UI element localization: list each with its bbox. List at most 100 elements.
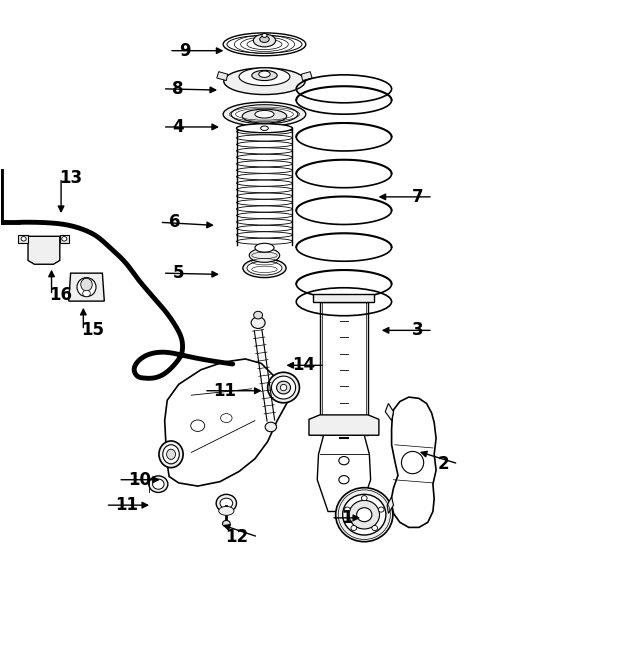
Ellipse shape [222,520,230,527]
Ellipse shape [236,128,292,135]
Polygon shape [60,235,69,242]
Ellipse shape [236,238,292,244]
Ellipse shape [159,441,183,468]
Polygon shape [387,497,394,513]
Ellipse shape [236,213,292,218]
Text: 13: 13 [59,169,82,187]
Ellipse shape [236,193,292,199]
Ellipse shape [372,526,378,531]
Ellipse shape [236,174,292,179]
Ellipse shape [236,148,292,154]
Text: 2: 2 [437,455,449,473]
Ellipse shape [220,498,233,508]
Ellipse shape [62,237,67,241]
Ellipse shape [236,135,292,141]
Ellipse shape [254,311,262,319]
Text: 10: 10 [128,470,151,489]
Ellipse shape [167,449,175,459]
Ellipse shape [339,476,349,484]
Ellipse shape [223,33,306,56]
Ellipse shape [378,507,384,512]
Ellipse shape [252,71,277,80]
Ellipse shape [149,476,168,492]
Text: 3: 3 [412,321,424,340]
Ellipse shape [236,187,292,192]
Text: 6: 6 [169,213,181,231]
Polygon shape [301,72,312,80]
Ellipse shape [345,507,350,512]
Ellipse shape [21,237,26,241]
Ellipse shape [216,494,236,512]
Ellipse shape [336,488,393,542]
Text: 11: 11 [213,382,236,400]
Ellipse shape [247,261,282,275]
Ellipse shape [231,105,298,124]
Ellipse shape [339,457,349,465]
Ellipse shape [236,206,292,212]
Polygon shape [309,415,379,435]
Text: 8: 8 [173,80,184,98]
Polygon shape [317,435,371,511]
Ellipse shape [261,126,268,130]
Ellipse shape [236,167,292,173]
Ellipse shape [224,68,305,95]
Text: 4: 4 [173,118,184,136]
Ellipse shape [280,384,287,391]
Ellipse shape [343,494,386,535]
Ellipse shape [236,161,292,167]
Ellipse shape [239,68,290,86]
Polygon shape [18,235,28,242]
Ellipse shape [251,317,265,329]
Ellipse shape [236,141,292,148]
Ellipse shape [265,422,276,432]
Text: 14: 14 [292,356,315,375]
Ellipse shape [236,226,292,231]
Ellipse shape [236,232,292,238]
Text: 1: 1 [341,509,352,527]
Ellipse shape [153,479,164,489]
Ellipse shape [401,452,424,474]
Text: 12: 12 [225,528,248,546]
Polygon shape [320,302,368,435]
Ellipse shape [255,243,274,252]
Ellipse shape [190,420,204,432]
Polygon shape [313,294,375,302]
Polygon shape [217,72,227,80]
Text: 11: 11 [115,496,138,514]
Ellipse shape [236,200,292,205]
Ellipse shape [77,277,96,297]
Ellipse shape [81,278,92,291]
Ellipse shape [236,180,292,186]
Ellipse shape [254,34,276,47]
Ellipse shape [276,381,290,394]
Text: 16: 16 [50,286,73,305]
Text: 5: 5 [173,264,184,282]
Ellipse shape [223,102,306,126]
Ellipse shape [236,219,292,225]
Ellipse shape [249,248,280,262]
Polygon shape [391,397,436,527]
Polygon shape [69,273,104,301]
Ellipse shape [220,413,232,422]
Polygon shape [385,404,394,421]
Ellipse shape [243,259,286,277]
Polygon shape [165,359,290,486]
Ellipse shape [349,500,380,529]
Polygon shape [28,237,60,264]
Text: 15: 15 [82,321,104,340]
Ellipse shape [357,507,372,522]
Ellipse shape [260,36,269,42]
Ellipse shape [83,290,90,297]
Ellipse shape [351,526,357,531]
Ellipse shape [259,71,270,77]
Ellipse shape [268,373,299,403]
Ellipse shape [218,507,234,515]
Ellipse shape [227,36,302,53]
Ellipse shape [236,154,292,161]
Ellipse shape [242,109,287,123]
Ellipse shape [271,376,296,399]
Text: 7: 7 [412,188,424,206]
Ellipse shape [236,124,292,133]
Ellipse shape [255,110,274,118]
Text: 9: 9 [178,41,190,60]
